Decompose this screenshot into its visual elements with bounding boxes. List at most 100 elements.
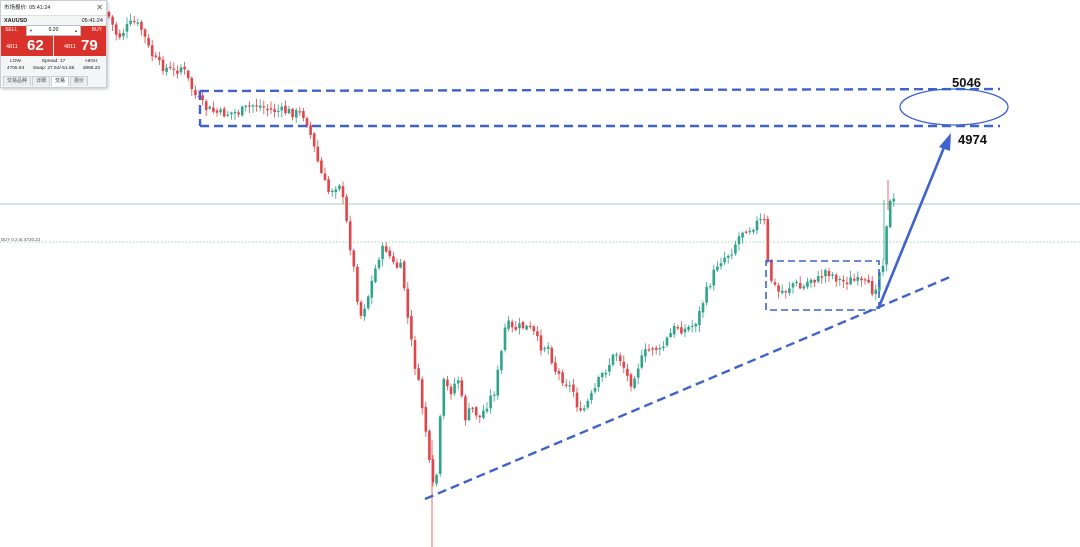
candle-body bbox=[759, 218, 762, 221]
candle bbox=[183, 61, 186, 75]
candle-body bbox=[456, 380, 460, 384]
candle bbox=[399, 258, 402, 269]
candle-body bbox=[604, 372, 608, 375]
candle bbox=[719, 257, 723, 270]
candle bbox=[683, 324, 687, 338]
candle-body bbox=[482, 410, 485, 418]
decrease-icon[interactable]: ▼ bbox=[29, 28, 33, 33]
candle bbox=[435, 473, 438, 487]
candle bbox=[874, 284, 878, 301]
widget-tab[interactable]: 交易 bbox=[51, 76, 70, 86]
candle-body bbox=[748, 230, 752, 233]
candle bbox=[341, 181, 345, 204]
close-icon[interactable]: ✕ bbox=[96, 3, 103, 12]
candle bbox=[107, 10, 111, 20]
widget-title: 市场报价: 05:41:24 bbox=[4, 5, 51, 11]
widget-tab[interactable]: 详细 bbox=[32, 76, 51, 86]
widget-tab[interactable]: 报价 bbox=[70, 76, 89, 86]
candle-body bbox=[176, 70, 179, 74]
candle bbox=[604, 369, 608, 379]
lot-size-input[interactable]: ▼ 0.20 ▲ bbox=[26, 25, 81, 36]
candle-body bbox=[212, 107, 215, 112]
widget-tab[interactable]: 交易品种 bbox=[3, 76, 32, 86]
lot-value: 0.20 bbox=[48, 27, 59, 33]
candle-body bbox=[892, 198, 896, 202]
candle bbox=[309, 121, 312, 139]
candle bbox=[881, 259, 885, 277]
candle-body bbox=[453, 383, 456, 394]
candle-body bbox=[348, 221, 352, 251]
candle bbox=[255, 98, 258, 112]
candle bbox=[528, 321, 532, 329]
candle bbox=[294, 107, 298, 124]
candle-body bbox=[122, 32, 125, 37]
candle-body bbox=[402, 261, 406, 289]
spread-label: Spread: 17 bbox=[41, 59, 66, 64]
candle-body bbox=[568, 385, 572, 387]
candle bbox=[791, 281, 795, 294]
candle-body bbox=[690, 325, 694, 328]
candle bbox=[230, 111, 233, 120]
candle bbox=[780, 284, 784, 295]
candle bbox=[338, 184, 341, 192]
symbol-name: XAUUSD bbox=[4, 18, 28, 24]
candle-body bbox=[658, 347, 662, 350]
candle-body bbox=[258, 105, 262, 108]
candle bbox=[215, 107, 219, 117]
candle-body bbox=[316, 146, 320, 162]
candle-body bbox=[834, 274, 838, 282]
candle-body bbox=[723, 257, 726, 263]
candle bbox=[586, 398, 590, 410]
candle bbox=[640, 349, 644, 370]
candle bbox=[348, 215, 352, 256]
candle-body bbox=[802, 286, 806, 289]
candle-body bbox=[359, 302, 363, 316]
candle bbox=[762, 214, 766, 225]
candle-body bbox=[856, 277, 860, 281]
candle bbox=[226, 111, 230, 118]
candle bbox=[366, 294, 370, 311]
sell-price-prefix: 4811 bbox=[6, 44, 18, 50]
candle bbox=[795, 279, 798, 287]
increase-icon[interactable]: ▲ bbox=[74, 28, 78, 33]
candle-body bbox=[374, 268, 377, 282]
candle bbox=[327, 176, 330, 195]
candle-body bbox=[338, 185, 341, 190]
candle bbox=[467, 402, 471, 422]
candle bbox=[543, 346, 546, 353]
candle bbox=[838, 276, 842, 287]
candle bbox=[284, 100, 287, 116]
candle bbox=[788, 281, 791, 296]
candle-body bbox=[633, 378, 636, 388]
candle-body bbox=[208, 106, 212, 109]
candle-body bbox=[280, 106, 284, 111]
candle-body bbox=[334, 189, 338, 193]
candle bbox=[755, 216, 759, 235]
candle-body bbox=[608, 364, 611, 372]
candle bbox=[644, 343, 647, 363]
candle bbox=[240, 105, 244, 117]
candle-body bbox=[784, 291, 788, 293]
widget-title-bar: 市场报价: 05:41:24 ✕ bbox=[1, 1, 106, 16]
candle-body bbox=[363, 308, 366, 317]
candle bbox=[413, 335, 417, 376]
candle bbox=[276, 104, 280, 118]
candle-body bbox=[647, 349, 651, 351]
candle bbox=[622, 355, 626, 374]
candle bbox=[150, 39, 154, 62]
candle-body bbox=[726, 255, 730, 258]
candle bbox=[464, 394, 467, 426]
widget-tabs: 交易品种 详细 交易 报价 bbox=[1, 76, 106, 86]
candle bbox=[345, 193, 348, 223]
candle-body bbox=[125, 24, 129, 32]
candle-body bbox=[561, 372, 564, 384]
candle-body bbox=[654, 347, 658, 350]
candle bbox=[312, 132, 316, 153]
candle-body bbox=[852, 278, 856, 281]
candle-body bbox=[323, 173, 327, 181]
high-stat: HIGH 4858.23 bbox=[77, 56, 106, 76]
candle-body bbox=[341, 186, 345, 198]
candle-body bbox=[147, 37, 150, 46]
candle-body bbox=[201, 95, 204, 101]
